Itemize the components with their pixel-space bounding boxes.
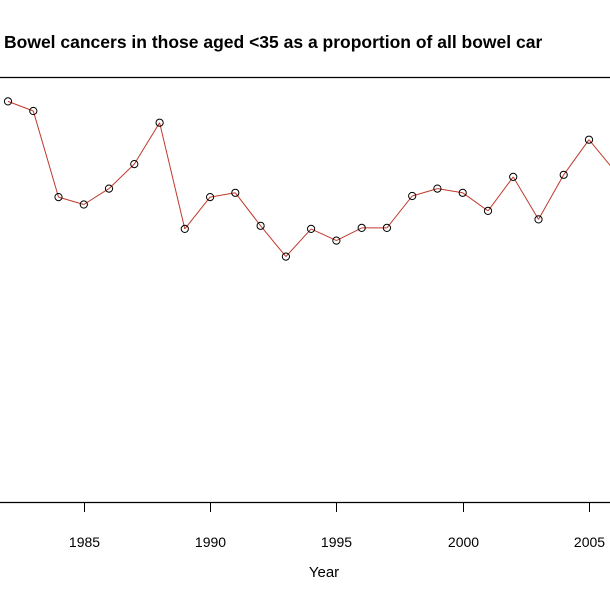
data-point bbox=[534, 215, 543, 224]
data-point bbox=[79, 200, 88, 209]
line-segment bbox=[159, 122, 186, 230]
line-segment bbox=[437, 188, 463, 194]
data-point bbox=[509, 172, 518, 181]
line-segment bbox=[7, 100, 34, 112]
data-point bbox=[281, 252, 290, 261]
data-point bbox=[559, 170, 568, 179]
x-tick-label: 1990 bbox=[195, 534, 226, 550]
data-point bbox=[584, 135, 594, 144]
data-series bbox=[3, 97, 610, 261]
data-point bbox=[382, 223, 391, 232]
line-segment bbox=[412, 188, 438, 197]
line-segment bbox=[487, 176, 514, 212]
data-point bbox=[180, 224, 189, 233]
line-segment bbox=[184, 196, 211, 230]
line-segment bbox=[512, 176, 539, 220]
x-tick-label: 1995 bbox=[321, 534, 352, 550]
line-segment bbox=[563, 139, 590, 176]
line-segment bbox=[133, 122, 161, 165]
line-segment bbox=[83, 188, 110, 205]
chart-title: Bowel cancers in those aged <35 as a pro… bbox=[4, 32, 542, 52]
line-segment bbox=[58, 196, 84, 205]
x-tick-label: 2005 bbox=[574, 534, 605, 550]
line-segment bbox=[386, 195, 413, 229]
x-axis-ticks bbox=[84, 502, 590, 512]
data-point bbox=[104, 184, 114, 193]
line-segment bbox=[538, 174, 565, 220]
line-segment bbox=[336, 227, 362, 242]
x-tick-label: 1985 bbox=[69, 534, 100, 550]
data-point bbox=[3, 97, 13, 106]
data-point bbox=[458, 188, 467, 197]
data-point bbox=[130, 160, 139, 169]
line-segment bbox=[462, 192, 489, 212]
x-axis-label: Year bbox=[309, 564, 339, 581]
line-segment bbox=[285, 228, 312, 257]
line-segment bbox=[108, 163, 135, 189]
line-segment bbox=[234, 192, 261, 227]
data-point bbox=[29, 106, 38, 116]
data-point bbox=[408, 191, 417, 201]
line-segment bbox=[32, 110, 59, 198]
line-segment bbox=[210, 192, 236, 198]
data-point bbox=[483, 206, 493, 215]
data-point bbox=[54, 193, 63, 202]
data-point bbox=[433, 184, 442, 193]
line-segment bbox=[588, 139, 610, 167]
x-axis-tick-labels: 1985 1990 1995 2000 2005 bbox=[69, 534, 605, 550]
data-point bbox=[332, 236, 341, 245]
line-segment bbox=[260, 225, 287, 257]
data-point bbox=[231, 188, 240, 197]
data-point bbox=[256, 221, 265, 230]
data-point bbox=[307, 224, 316, 233]
data-point bbox=[206, 193, 215, 202]
data-point bbox=[155, 118, 164, 127]
x-tick-label: 2000 bbox=[448, 534, 479, 550]
data-point bbox=[357, 223, 366, 232]
line-segment bbox=[310, 228, 337, 242]
